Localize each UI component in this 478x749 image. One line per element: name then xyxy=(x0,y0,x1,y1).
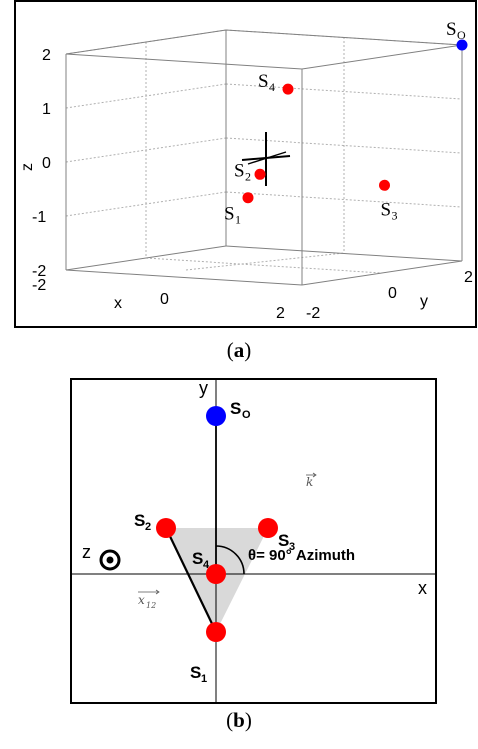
svg-text:S: S xyxy=(190,663,201,682)
sensor-s4-label: S 4 xyxy=(192,549,210,571)
x12-vector-label: x 12 xyxy=(138,589,160,610)
sensor-label-sub-s2: 2 xyxy=(245,169,251,183)
plot-box xyxy=(65,29,463,286)
svg-text:S: S xyxy=(230,399,241,418)
svg-text:12: 12 xyxy=(146,601,156,610)
sensor-dot-s2 xyxy=(254,168,266,180)
svg-text:S: S xyxy=(134,511,145,530)
sensor-points: S 1S 2S 3S 4S O xyxy=(224,19,468,227)
y-tick: 2 xyxy=(464,269,473,286)
z-out-of-page-icon xyxy=(99,549,121,571)
panel-b-top-view: .ax { stroke: #000; stroke-width: 1; } .… xyxy=(70,378,437,704)
sensor-s2-dot xyxy=(156,518,176,538)
svg-text:S: S xyxy=(278,531,289,550)
svg-text:O: O xyxy=(242,409,251,421)
sensor-label-s3: S xyxy=(381,199,392,220)
sensor-s3-dot xyxy=(258,518,278,538)
sensor-label-sub-s1: 1 xyxy=(235,213,241,227)
sensor-label-sub-s4: 4 xyxy=(269,80,275,94)
sensor-label-sub-so: O xyxy=(457,28,466,42)
angle-label: θ= 90° Azimuth xyxy=(248,547,355,564)
sensor-s1-dot xyxy=(206,622,226,642)
sensor-label-s4: S xyxy=(258,71,269,92)
sensor-label-s1: S xyxy=(224,204,235,225)
x-tick-labels: -2 0 2 xyxy=(32,277,285,322)
z-tick: 0 xyxy=(42,155,51,172)
z-axis-label: z xyxy=(19,163,36,171)
plot-3d-svg: .grid { stroke: #b0b0b0; stroke-width: 1… xyxy=(19,19,473,322)
sensor-dot-s3 xyxy=(379,179,390,191)
svg-text:1: 1 xyxy=(201,673,207,685)
k-vector-label: k xyxy=(306,472,317,489)
sensor-s1-label: S 1 xyxy=(190,663,207,685)
sensor-dot-so xyxy=(456,39,468,51)
y-axis-label: y xyxy=(420,293,428,310)
z-tick: -2 xyxy=(32,263,46,280)
svg-text:S: S xyxy=(192,549,203,568)
caption-b: (b) xyxy=(226,708,252,732)
svg-text:3: 3 xyxy=(289,541,295,553)
x-axis-label: x xyxy=(114,295,122,312)
x-tick: -2 xyxy=(32,277,46,294)
source-so-dot xyxy=(206,406,226,426)
y-tick: -2 xyxy=(306,305,320,322)
z-axis-label: z xyxy=(82,542,91,562)
y-tick-labels: -2 0 2 xyxy=(306,269,473,322)
svg-text:k: k xyxy=(306,475,313,489)
x-tick: 0 xyxy=(160,291,169,308)
svg-text:2: 2 xyxy=(145,521,151,533)
baseline-s1-s2 xyxy=(165,527,217,633)
sensor-s4-dot xyxy=(206,564,226,584)
caption-a: (a) xyxy=(226,338,252,362)
sensor-s2-label: S 2 xyxy=(134,511,151,533)
sensor-dot-s4 xyxy=(282,83,294,95)
svg-text:x: x xyxy=(138,593,145,607)
z-tick: 2 xyxy=(42,47,51,64)
angle-arc xyxy=(215,545,245,575)
panel-a-3d-plot: .grid { stroke: #b0b0b0; stroke-width: 1… xyxy=(14,0,477,328)
sensor-s3-label: S 3 xyxy=(278,531,295,553)
sensor-label-sub-s3: 3 xyxy=(392,208,398,222)
svg-text:4: 4 xyxy=(203,559,210,571)
y-tick: 0 xyxy=(388,285,397,302)
z-tick-labels: 2 1 0 -1 -2 xyxy=(32,47,51,280)
top-view-svg: .ax { stroke: #000; stroke-width: 1; } .… xyxy=(72,378,435,702)
z-tick: 1 xyxy=(42,101,51,118)
origin-cross-marker xyxy=(241,132,291,186)
grid-lines xyxy=(65,29,463,274)
z-tick: -1 xyxy=(32,209,46,226)
sensor-label-so: S xyxy=(446,19,457,40)
y-axis-label: y xyxy=(199,380,208,398)
x-axis-label: x xyxy=(418,578,427,598)
sensor-dot-s1 xyxy=(242,192,254,204)
source-so-label: S O xyxy=(230,399,251,421)
sensor-label-s2: S xyxy=(234,160,245,181)
x-tick: 2 xyxy=(276,305,285,322)
